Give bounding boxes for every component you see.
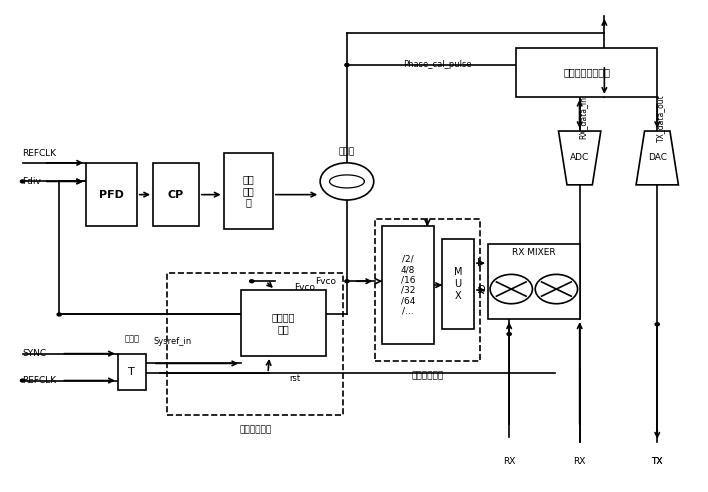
Text: 振荡器: 振荡器 bbox=[339, 148, 355, 156]
Text: /2/
4/8
/16
/32
/64
/...: /2/ 4/8 /16 /32 /64 /... bbox=[401, 255, 415, 316]
Text: ADC: ADC bbox=[570, 154, 589, 162]
Bar bbox=[224, 153, 273, 229]
Text: PFD: PFD bbox=[99, 189, 124, 200]
Bar bbox=[86, 163, 137, 226]
Text: RX_data_in: RX_data_in bbox=[578, 96, 588, 139]
Bar bbox=[375, 219, 479, 361]
Text: Phase_cal_pulse: Phase_cal_pulse bbox=[404, 60, 472, 68]
Bar bbox=[442, 239, 474, 329]
Text: CP: CP bbox=[168, 189, 184, 200]
Text: TX: TX bbox=[651, 457, 663, 466]
Text: TX: TX bbox=[651, 457, 663, 466]
Text: 多模分频模块: 多模分频模块 bbox=[411, 371, 443, 380]
Bar bbox=[118, 354, 146, 390]
Text: Fdiv: Fdiv bbox=[23, 177, 42, 186]
Text: Sysref_in: Sysref_in bbox=[153, 337, 191, 346]
Text: DAC: DAC bbox=[648, 154, 667, 162]
Text: SYNC: SYNC bbox=[23, 349, 47, 358]
Text: Fvco: Fvco bbox=[315, 277, 336, 286]
Text: Fvco: Fvco bbox=[295, 283, 315, 292]
Circle shape bbox=[21, 180, 25, 183]
Text: I: I bbox=[477, 258, 480, 268]
Bar bbox=[516, 48, 657, 97]
Circle shape bbox=[250, 280, 254, 283]
Polygon shape bbox=[559, 131, 601, 185]
Circle shape bbox=[21, 379, 25, 382]
Text: 小数分频模块: 小数分频模块 bbox=[239, 425, 271, 434]
Bar bbox=[382, 226, 434, 344]
Circle shape bbox=[57, 313, 62, 316]
Circle shape bbox=[345, 63, 349, 66]
Circle shape bbox=[655, 323, 659, 326]
Circle shape bbox=[535, 275, 578, 304]
Bar bbox=[488, 244, 580, 319]
Bar bbox=[167, 273, 343, 415]
Text: TX_data_out: TX_data_out bbox=[656, 94, 666, 142]
Bar bbox=[153, 163, 199, 226]
Text: M
U
X: M U X bbox=[454, 267, 462, 301]
Text: T: T bbox=[128, 367, 135, 377]
Circle shape bbox=[345, 280, 349, 283]
Text: REFCLK: REFCLK bbox=[23, 149, 57, 157]
Text: 采样器: 采样器 bbox=[125, 335, 139, 343]
Text: Q: Q bbox=[477, 285, 485, 295]
Text: 小数分频
模块: 小数分频 模块 bbox=[272, 312, 295, 334]
Text: 数字进行相关估计: 数字进行相关估计 bbox=[564, 67, 610, 77]
Text: RX: RX bbox=[573, 457, 586, 466]
Text: 环路
滤波
器: 环路 滤波 器 bbox=[242, 174, 254, 208]
Bar bbox=[241, 290, 326, 356]
Text: RX MIXER: RX MIXER bbox=[512, 248, 556, 257]
Polygon shape bbox=[636, 131, 678, 185]
Circle shape bbox=[320, 163, 374, 200]
Text: REFCLK: REFCLK bbox=[23, 376, 57, 385]
Circle shape bbox=[490, 275, 532, 304]
Text: RX: RX bbox=[503, 457, 515, 466]
Text: rst: rst bbox=[289, 373, 300, 383]
Circle shape bbox=[507, 333, 511, 336]
